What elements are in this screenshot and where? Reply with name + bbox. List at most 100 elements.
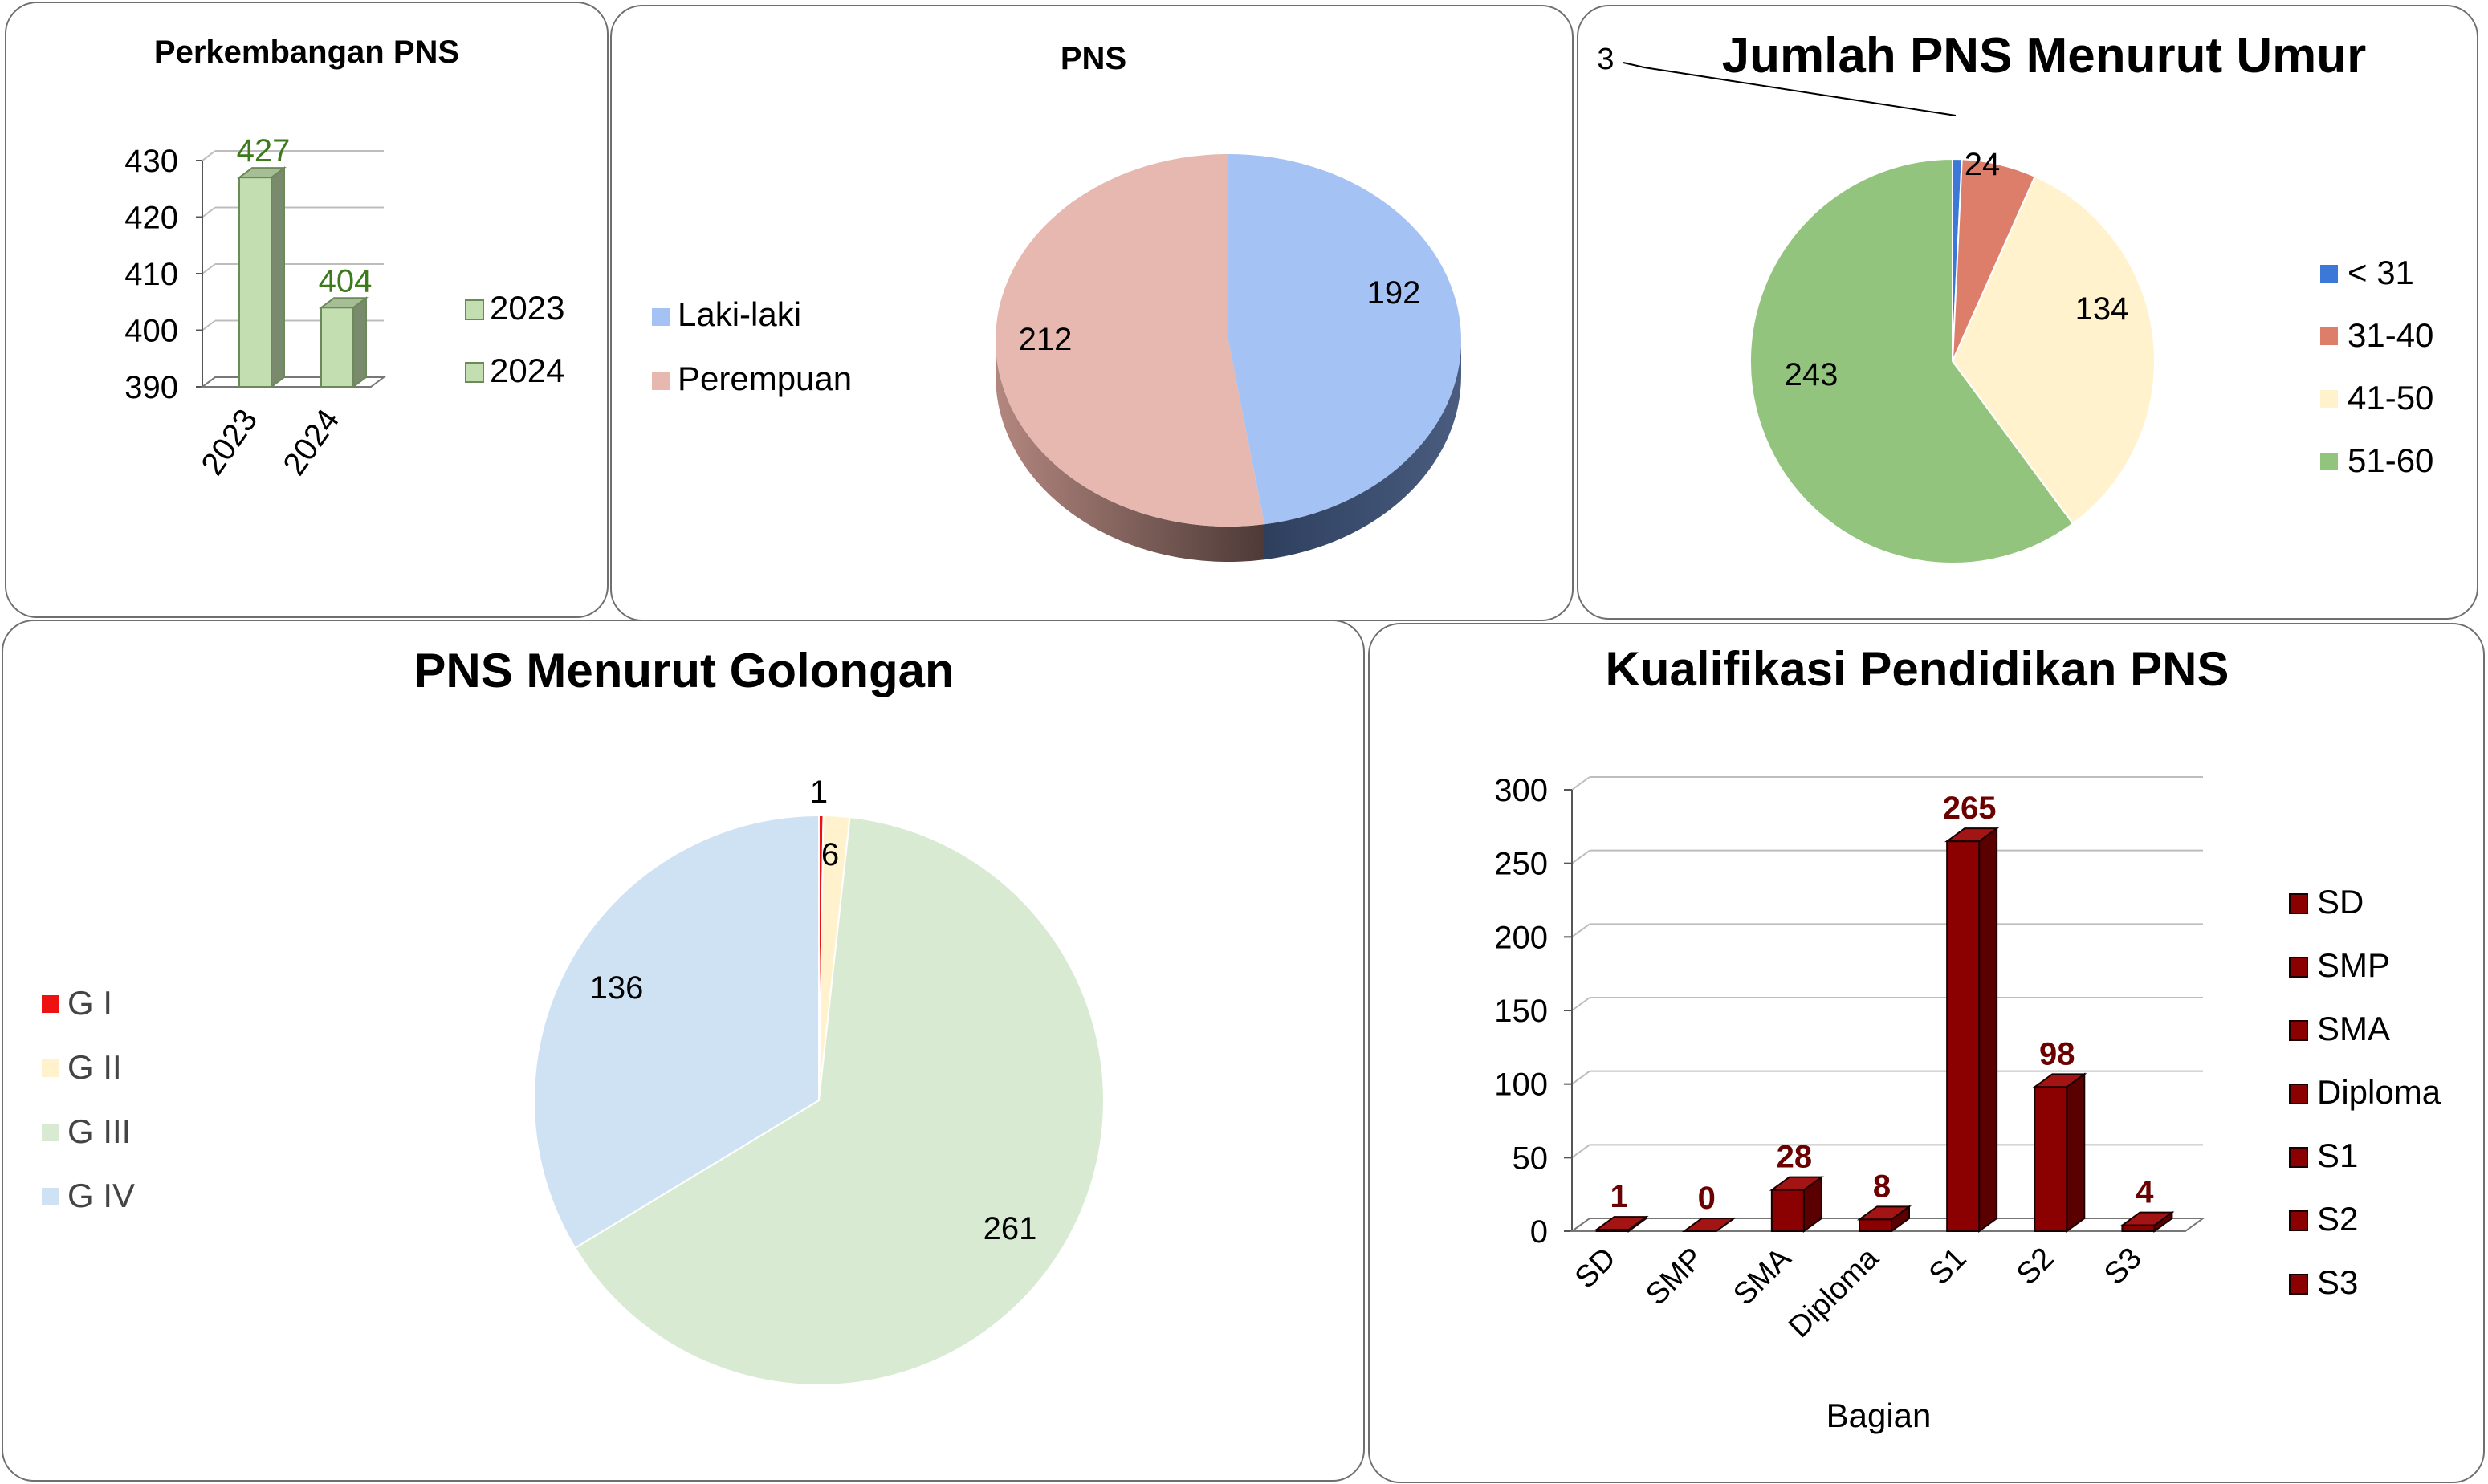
legend-swatch [2289,1084,2308,1104]
y-tick-label: 50 [1513,1140,1549,1176]
data-label: 6 [821,837,839,872]
gridline-diag [202,150,216,161]
data-label: 0 [1698,1181,1716,1216]
y-tick-label: 410 [124,257,178,292]
legend-swatch [42,995,59,1013]
data-label: 98 [2039,1036,2075,1071]
legend-label: SMP [2317,946,2390,984]
pie-side-laki-laki [1264,340,1461,560]
gridline-diag [1571,997,1590,1011]
chart-title: PNS Menurut Golongan [413,644,954,697]
data-label: 212 [1019,322,1073,357]
data-label: 136 [590,970,644,1006]
bar-side [2066,1072,2086,1233]
legend-label: 31-40 [2348,316,2433,354]
pns-gender-chart: PNS 192 212 Laki-laki Perempuan [652,41,1462,563]
x-tick-label: S3 [2098,1242,2148,1292]
pendidikan-chart: Kualifikasi Pendidikan PNS Bagian 300 250… [1494,642,2441,1434]
x-tick-label: SMP [1639,1242,1710,1312]
pie-slice-g-iv [533,814,820,1250]
gridline-diag [202,319,216,331]
pie-side-perempuan [996,340,1264,563]
legend-swatch [42,1124,59,1141]
legend-label: G II [67,1048,122,1086]
y-tick-label: 400 [124,314,178,349]
legend-label: G IV [67,1177,135,1214]
legend-swatch [465,299,484,320]
data-label: 4 [2136,1175,2154,1210]
legend-swatch [2289,1210,2308,1231]
perkembangan-pns-chart: Perkembangan PNS 430 420 410 400 390 427 2023 4… [124,35,564,482]
data-label: 265 [1943,791,1997,826]
bar-2024 [320,307,354,388]
gridline-diag [1571,849,1590,864]
legend-swatch [42,1188,59,1205]
bar-side [352,296,367,388]
floor [200,376,386,388]
legend-label: Diploma [2317,1073,2441,1111]
bar-sma [1770,1189,1805,1233]
y-tick-label: 430 [124,144,178,179]
data-label: 28 [1777,1140,1813,1175]
gridline-diag [202,206,216,218]
legend-label: 51-60 [2348,441,2433,479]
legend-swatch [465,362,484,383]
chart-title: Kualifikasi Pendidikan PNS [1606,642,2229,696]
legend-swatch [2320,390,2338,408]
legend-label: S1 [2317,1136,2358,1174]
x-tick-label: S1 [1923,1242,1973,1292]
chart-title: Jumlah PNS Menurut Umur [1722,28,2367,83]
bar-sd [1595,1229,1630,1233]
legend-label: Laki-laki [678,295,801,333]
bar-s3 [2121,1224,2156,1233]
legend-label: SMA [2317,1010,2390,1047]
data-label: 404 [319,263,373,299]
legend-swatch [652,308,670,326]
pie-slice-laki-laki [1228,154,1462,525]
perkembangan-pns-panel: Perkembangan PNS 430 420 410 400 390 427 2023 4… [5,2,609,618]
legend-label: SD [2317,883,2364,921]
legend-swatch [42,1059,59,1077]
legend-label: G III [67,1112,131,1150]
y-tick-label: 0 [1530,1214,1548,1250]
gridline-diag [1571,776,1590,791]
y-tick-label: 200 [1494,920,1548,955]
y-tick-label: 150 [1494,994,1548,1029]
legend-swatch [2289,1147,2308,1168]
x-tick-label: 2023 [194,403,264,482]
bar-top [1681,1218,1737,1232]
pie-slice-g-iii [573,815,1105,1386]
pie-slice-perempuan [996,154,1264,527]
data-label: 134 [2075,291,2129,327]
golongan-chart: PNS Menurut Golongan 1 6 261 136 G I G II G II… [42,644,1105,1386]
chart-title: Perkembangan PNS [154,35,459,70]
golongan-panel: PNS Menurut Golongan 1 6 261 136 G I G II G II… [2,620,1365,1482]
legend-swatch [2320,453,2338,470]
pie-slice-41-50 [1951,175,2156,525]
x-tick-label: Diploma [1782,1241,1886,1344]
data-label: 8 [1873,1169,1891,1204]
legend-label: 41-50 [2348,379,2433,417]
bar-s2 [2034,1086,2068,1232]
legend-swatch [2289,957,2308,978]
gridline-diag [202,263,216,274]
chart-title: PNS [1061,41,1126,76]
legend-label: Perempuan [678,360,852,397]
leader-line [1623,62,1957,116]
x-tick-label: SMA [1727,1241,1798,1311]
pie-slice-51-60 [1749,157,2075,564]
bar-side [271,166,285,388]
y-tick-label: 390 [124,370,178,405]
legend-swatch [652,372,670,390]
bar-s1 [1946,840,1981,1232]
legend-swatch [2289,1274,2308,1295]
data-label: 3 [1597,43,1614,76]
data-label: 24 [1965,147,2001,182]
data-label: 261 [983,1211,1037,1246]
y-tick-label: 300 [1494,773,1548,808]
gridline-diag [1571,1070,1590,1085]
legend-label: < 31 [2348,254,2414,291]
bar-diploma [1859,1218,1892,1232]
x-tick-label: 2024 [276,403,346,482]
bar-2023 [238,177,272,388]
